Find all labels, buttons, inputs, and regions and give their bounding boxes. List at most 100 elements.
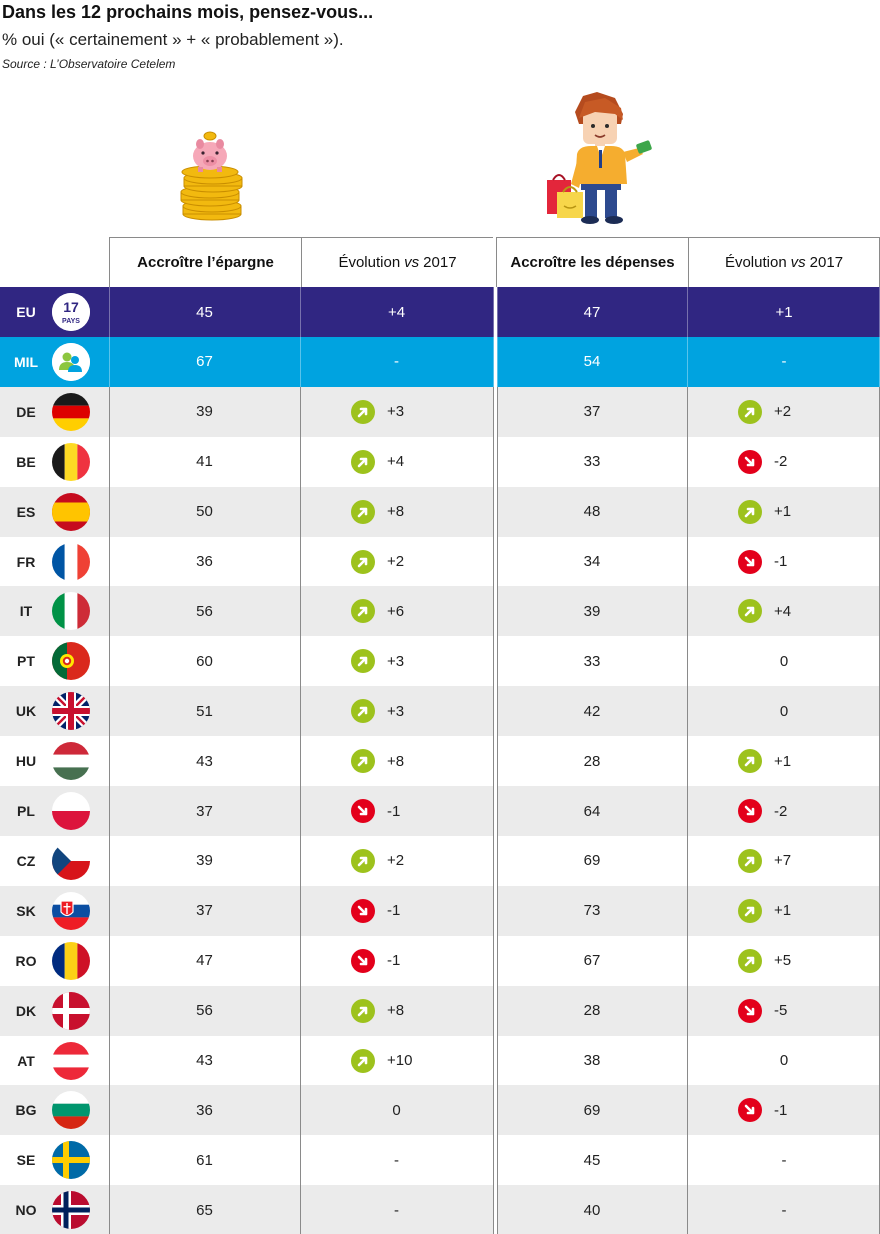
spending-evolution: +4 xyxy=(688,586,880,636)
column-divider xyxy=(497,536,498,587)
table-row: EU 17 PAYS 45 +4 47 +1 xyxy=(0,287,880,337)
spending-evolution-text: +4 xyxy=(774,602,792,620)
column-divider xyxy=(300,885,301,936)
up-arrow-icon xyxy=(738,399,762,424)
country-code: FR xyxy=(16,553,36,570)
spending-evolution: -5 xyxy=(688,986,880,1036)
table-row: SK 37 -1 73 +1 xyxy=(0,885,880,936)
column-divider xyxy=(493,1185,494,1234)
column-gap xyxy=(494,336,497,387)
source-note: Source : L’Observatoire Cetelem xyxy=(2,57,176,71)
spending-value: 42 xyxy=(583,702,601,720)
portugal-flag-icon xyxy=(52,642,90,681)
column-divider xyxy=(497,885,498,936)
column-header-evolution-label: Évolution xyxy=(724,254,787,271)
savings-value: 43 xyxy=(196,752,213,770)
column-header-vs: vs xyxy=(404,254,420,271)
column-gap xyxy=(494,1035,497,1086)
column-gap xyxy=(494,586,497,637)
spending-value: 38 xyxy=(583,1052,601,1069)
spending-value: 67 xyxy=(583,952,601,970)
spending-value: 47 xyxy=(583,303,601,321)
column-divider xyxy=(497,686,498,737)
column-divider xyxy=(493,985,494,1036)
savings-evolution: +3 xyxy=(301,636,492,686)
column-divider xyxy=(497,336,498,387)
up-arrow-icon xyxy=(351,549,375,574)
column-divider xyxy=(687,1135,688,1186)
france-flag-icon xyxy=(52,542,90,581)
column-divider xyxy=(493,1135,494,1186)
column-divider xyxy=(687,835,688,886)
savings-value: 61 xyxy=(196,1151,213,1169)
down-arrow-icon xyxy=(738,549,762,574)
column-divider xyxy=(687,536,688,587)
spending-evolution: +7 xyxy=(688,836,880,886)
country-code: HU xyxy=(15,753,37,770)
spending-value: 73 xyxy=(583,902,601,920)
column-divider xyxy=(687,386,688,437)
table-row: ES 50 +8 48 +1 xyxy=(0,486,880,537)
savings-evolution: +8 xyxy=(301,736,492,786)
column-divider xyxy=(109,935,110,986)
down-arrow-icon xyxy=(351,799,375,823)
table-row: MIL 67 - 54 - xyxy=(0,336,880,387)
country-code: BE xyxy=(16,453,36,470)
column-divider xyxy=(300,835,301,886)
up-arrow-icon xyxy=(351,399,375,424)
savings-evolution-text: +10 xyxy=(387,1052,413,1069)
column-divider xyxy=(493,686,494,737)
column-divider xyxy=(687,486,688,537)
column-gap xyxy=(494,486,497,537)
savings-evolution: +8 xyxy=(301,487,492,537)
spain-flag-icon xyxy=(52,492,90,531)
column-gap xyxy=(494,786,497,836)
column-gap xyxy=(494,386,497,437)
data-table: Accroître l’épargne Évolution vs 2017 Ac… xyxy=(0,237,880,1234)
savings-value: 56 xyxy=(196,602,213,620)
savings-evolution-text: +3 xyxy=(387,702,405,720)
country-code: UK xyxy=(15,703,37,720)
slovakia-flag-icon xyxy=(52,891,90,930)
column-divider xyxy=(300,935,301,986)
spending-evolution: -1 xyxy=(688,1085,880,1135)
spending-evolution-text: -2 xyxy=(774,802,788,820)
table-row: FR 36 +2 34 -1 xyxy=(0,536,880,587)
spending-evolution: 0 xyxy=(779,702,789,720)
column-divider xyxy=(300,1185,301,1234)
savings-evolution: -1 xyxy=(301,886,492,936)
country-code: PL xyxy=(17,803,35,819)
column-divider xyxy=(493,885,494,936)
table-row: PT 60 +3 33 0 xyxy=(0,636,880,687)
column-divider xyxy=(493,336,494,387)
column-divider xyxy=(300,287,301,337)
column-divider xyxy=(300,336,301,387)
column-divider xyxy=(687,786,688,836)
column-divider xyxy=(109,386,110,437)
column-divider xyxy=(109,336,110,387)
spending-evolution: -2 xyxy=(688,437,880,487)
column-divider xyxy=(497,486,498,537)
hungary-flag-icon xyxy=(52,742,90,781)
column-divider xyxy=(493,536,494,587)
column-divider xyxy=(687,1185,688,1234)
column-divider xyxy=(493,736,494,787)
spending-evolution-text: -1 xyxy=(774,1101,788,1119)
column-divider xyxy=(109,1135,110,1186)
column-divider xyxy=(497,436,498,487)
savings-evolution-text: +2 xyxy=(387,553,405,570)
spending-value: 28 xyxy=(583,1002,601,1020)
savings-evolution: +4 xyxy=(387,303,406,321)
column-divider xyxy=(300,386,301,437)
country-code: RO xyxy=(15,952,37,969)
column-header-depenses: Accroître les dépenses xyxy=(496,237,688,287)
spending-evolution: +2 xyxy=(688,387,880,437)
austria-flag-icon xyxy=(52,1041,90,1080)
column-divider xyxy=(109,985,110,1036)
column-divider xyxy=(109,686,110,737)
down-arrow-icon xyxy=(738,1098,762,1123)
up-arrow-icon xyxy=(351,699,375,724)
column-divider xyxy=(300,1085,301,1136)
column-gap xyxy=(494,935,497,986)
column-divider xyxy=(687,885,688,936)
